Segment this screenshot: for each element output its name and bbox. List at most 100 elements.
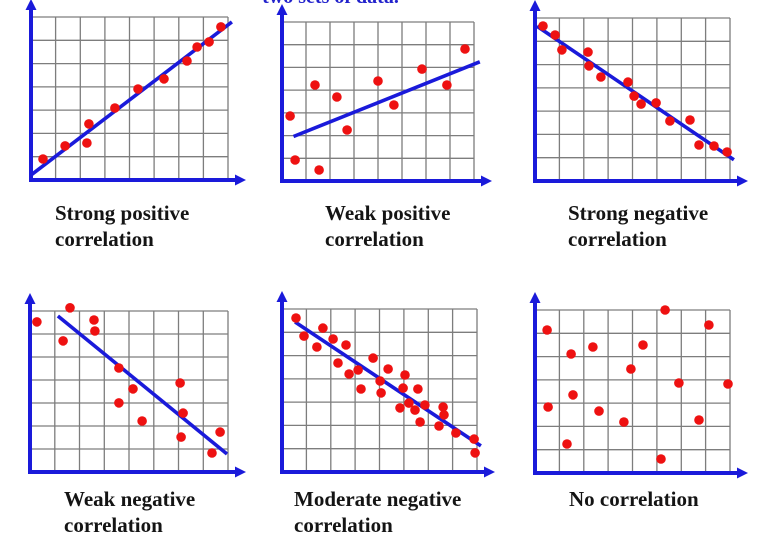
trend-line (294, 320, 482, 448)
data-point (557, 45, 567, 55)
data-point (415, 417, 425, 427)
data-point (333, 358, 343, 368)
data-point (404, 398, 414, 408)
data-point (596, 72, 606, 82)
data-point (291, 313, 301, 323)
data-point (90, 326, 100, 336)
data-point (723, 379, 733, 389)
x-axis-arrow-icon (481, 175, 492, 187)
caption-weak-negative: Weak negative correlation (64, 486, 195, 538)
data-point (318, 323, 328, 333)
data-point (312, 342, 322, 352)
data-point (395, 403, 405, 413)
data-point (175, 378, 185, 388)
plot-weak-positive (276, 4, 492, 187)
data-point (128, 384, 138, 394)
data-point (314, 165, 324, 175)
data-point (207, 448, 217, 458)
data-point (629, 91, 639, 101)
caption-moderate-negative: Moderate negative correlation (294, 486, 461, 538)
data-point (341, 340, 351, 350)
x-axis-arrow-icon (737, 175, 748, 187)
data-point (694, 140, 704, 150)
y-axis-arrow-icon (276, 4, 288, 15)
x-axis-arrow-icon (235, 466, 246, 478)
data-point (356, 384, 366, 394)
data-point (470, 448, 480, 458)
data-point (182, 56, 192, 66)
data-point (376, 388, 386, 398)
plot-strong-negative (529, 0, 748, 187)
data-point (660, 305, 670, 315)
data-point (60, 141, 70, 151)
x-axis-arrow-icon (484, 466, 495, 478)
data-point (192, 42, 202, 52)
plot-strong-positive (25, 0, 246, 186)
clipped-slide-title: two sets of data. (218, 0, 443, 9)
data-point (38, 154, 48, 164)
data-point (368, 353, 378, 363)
data-point (439, 410, 449, 420)
data-point (583, 47, 593, 57)
data-point (594, 406, 604, 416)
data-point (694, 415, 704, 425)
caption-weak-positive: Weak positive correlation (325, 200, 450, 252)
data-point (619, 417, 629, 427)
data-point (400, 370, 410, 380)
data-point (636, 99, 646, 109)
data-point (542, 325, 552, 335)
caption-no-correlation: No correlation (569, 486, 699, 512)
data-point (704, 320, 714, 330)
data-point (434, 421, 444, 431)
x-axis-arrow-icon (737, 467, 748, 479)
y-axis-arrow-icon (25, 0, 37, 10)
data-point (674, 378, 684, 388)
data-point (623, 77, 633, 87)
data-point (204, 37, 214, 47)
data-point (651, 98, 661, 108)
data-point (373, 76, 383, 86)
data-point (562, 439, 572, 449)
data-point (178, 408, 188, 418)
caption-line: Strong negative (568, 201, 709, 225)
caption-line: correlation (55, 227, 154, 251)
data-point (32, 317, 42, 327)
trend-line (292, 60, 481, 139)
data-point (133, 84, 143, 94)
y-axis-arrow-icon (529, 292, 541, 303)
data-point (215, 427, 225, 437)
data-point (709, 141, 719, 151)
caption-line: Moderate negative (294, 487, 462, 511)
data-point (460, 44, 470, 54)
plot-weak-negative (24, 293, 246, 478)
data-point (137, 416, 147, 426)
data-point (342, 125, 352, 135)
data-point (410, 405, 420, 415)
x-axis-arrow-icon (235, 174, 246, 186)
data-point (398, 383, 408, 393)
data-point (114, 363, 124, 373)
data-point (638, 340, 648, 350)
data-point (568, 390, 578, 400)
data-point (626, 364, 636, 374)
caption-line: correlation (325, 227, 424, 251)
trend-line (29, 20, 233, 177)
y-axis-arrow-icon (529, 0, 541, 11)
plot-no-correlation (529, 292, 748, 479)
trend-line (56, 314, 229, 456)
data-point (332, 92, 342, 102)
data-point (82, 138, 92, 148)
data-point (413, 384, 423, 394)
data-point (685, 115, 695, 125)
data-point (65, 303, 75, 313)
data-point (550, 30, 560, 40)
data-point (584, 61, 594, 71)
y-axis-arrow-icon (276, 291, 288, 302)
data-point (110, 103, 120, 113)
data-point (420, 400, 430, 410)
data-point (566, 349, 576, 359)
data-point (216, 22, 226, 32)
caption-line: No correlation (569, 487, 699, 511)
